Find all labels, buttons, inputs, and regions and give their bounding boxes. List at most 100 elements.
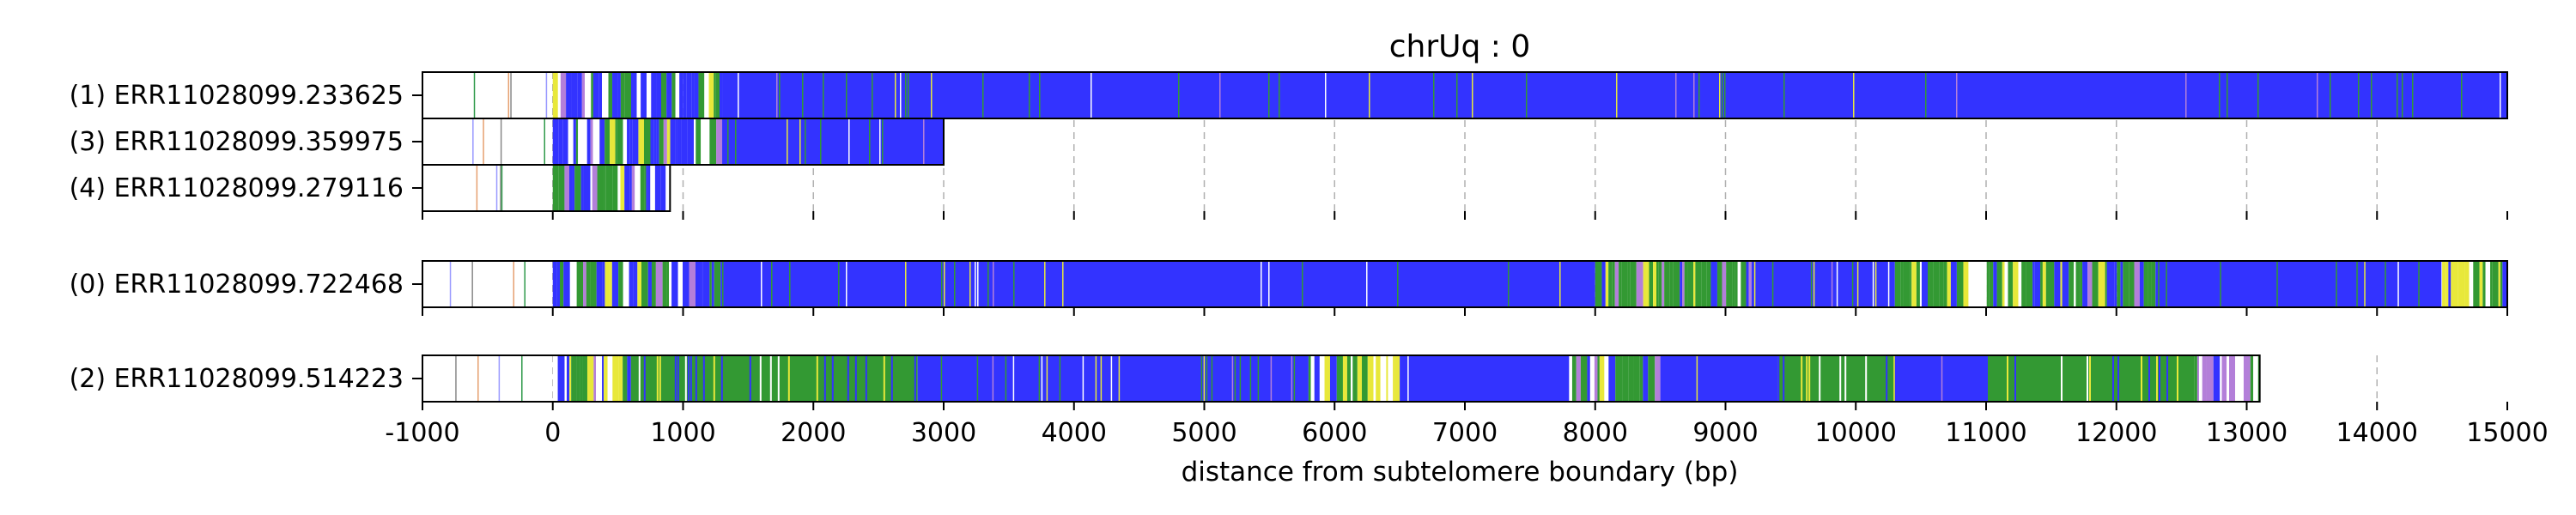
stripe — [2177, 356, 2178, 401]
chart-title: chrUq : 0 — [1389, 29, 1531, 64]
stripe — [695, 262, 702, 306]
stripe — [641, 262, 648, 306]
stripe — [693, 119, 696, 164]
stripe — [653, 119, 657, 164]
read-bar — [422, 71, 2508, 119]
stripe — [2008, 262, 2014, 306]
stripe — [848, 119, 850, 164]
stripe — [500, 119, 502, 164]
stripe — [1673, 262, 1680, 306]
stripe — [1872, 262, 1874, 306]
stripe — [1933, 262, 1940, 306]
stripe — [1397, 262, 1399, 306]
stripe — [552, 356, 556, 401]
stripe — [2141, 356, 2142, 401]
stripe — [650, 119, 654, 164]
stripe — [714, 262, 721, 306]
stripe — [1993, 262, 1997, 306]
stripe — [2156, 356, 2158, 401]
stripe — [1239, 356, 1242, 401]
stripe — [593, 356, 597, 401]
stripe — [1621, 262, 1628, 306]
stripe — [560, 73, 567, 118]
stripe — [2014, 356, 2016, 401]
stripe — [704, 73, 709, 118]
stripe — [1393, 356, 1395, 401]
stripe — [638, 119, 644, 164]
stripe — [627, 356, 631, 401]
stripe — [2026, 262, 2033, 306]
stripe — [571, 73, 578, 118]
stripe — [571, 356, 577, 401]
stripe — [1643, 262, 1647, 306]
stripe — [1580, 356, 1588, 401]
stripe — [624, 73, 631, 118]
stripe — [2092, 262, 2099, 306]
stripe — [2461, 73, 2463, 118]
stripe — [976, 356, 979, 401]
stripe — [1658, 262, 1662, 306]
stripe — [2117, 356, 2119, 401]
stripe — [2490, 262, 2493, 306]
stripe — [1376, 356, 1381, 401]
stripe — [646, 166, 648, 210]
stripe — [623, 119, 628, 164]
stripe — [583, 166, 591, 210]
x-tick-label: 3000 — [911, 418, 976, 448]
stripe — [1279, 73, 1280, 118]
stripe — [823, 356, 826, 401]
stripe — [2062, 262, 2069, 306]
stripe — [987, 262, 989, 306]
stripe — [1249, 356, 1252, 401]
stripe — [1681, 262, 1685, 306]
stripe — [1724, 73, 1726, 118]
read-row — [422, 164, 671, 212]
x-tick-label: 7000 — [1432, 418, 1498, 448]
stripe — [1342, 356, 1347, 401]
stripe — [1693, 73, 1695, 118]
stripe — [605, 166, 613, 210]
x-tick-label: 2000 — [781, 418, 846, 448]
stripe — [627, 119, 630, 164]
stripe — [2004, 262, 2008, 306]
stripe — [727, 119, 729, 164]
segment-base — [917, 356, 1309, 401]
stripe — [2166, 356, 2168, 401]
x-tick-label: 11000 — [1945, 418, 2026, 448]
stripe — [1604, 356, 1609, 401]
stripe — [1329, 356, 1337, 401]
stripe — [1231, 356, 1234, 401]
stripe — [931, 73, 933, 118]
stripe — [1373, 356, 1376, 401]
read-panel — [412, 72, 2508, 220]
stripe — [2202, 356, 2207, 401]
stripe — [1874, 262, 1877, 306]
stripe — [687, 119, 694, 164]
stripe — [659, 356, 661, 401]
stripe — [2253, 356, 2258, 401]
stripe — [1569, 356, 1572, 401]
stripe — [1853, 73, 1855, 118]
stripe — [623, 262, 629, 306]
stripe — [1310, 356, 1315, 401]
stripe — [683, 262, 690, 306]
stripe — [1351, 356, 1353, 401]
stripe — [941, 262, 943, 306]
stripe — [1831, 262, 1833, 306]
stripe — [633, 262, 638, 306]
stripe — [1986, 356, 1988, 401]
stripe — [1630, 262, 1637, 306]
stripe — [2117, 262, 2121, 306]
stripe — [969, 262, 971, 306]
stripe — [1783, 356, 1785, 401]
stripe — [703, 119, 710, 164]
stripe — [476, 166, 478, 210]
stripe — [521, 356, 523, 401]
stripe — [2143, 262, 2148, 306]
stripe — [662, 262, 667, 306]
stripe — [1472, 73, 1473, 118]
stripe — [1324, 356, 1330, 401]
stripe — [1808, 356, 1811, 401]
stripe — [566, 356, 570, 401]
stripe — [993, 262, 994, 306]
